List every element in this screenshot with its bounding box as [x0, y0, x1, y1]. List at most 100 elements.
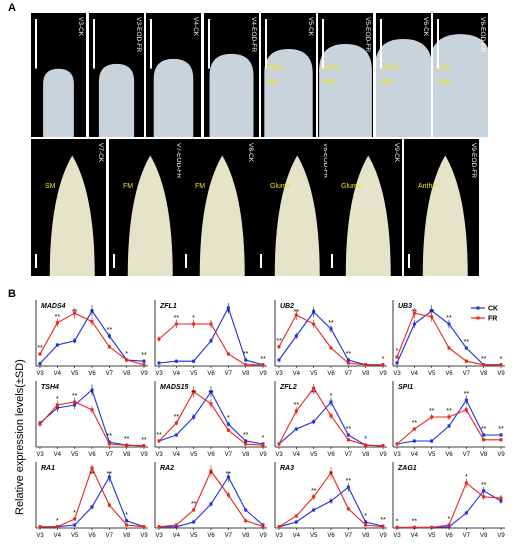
significance-mark: ** [311, 390, 317, 397]
significance-mark: * [91, 309, 94, 316]
data-point-ck [329, 400, 333, 404]
significance-mark: ** [498, 426, 504, 433]
data-point-fr [464, 481, 468, 485]
photo-panel-v7-eod-fr: V7-EOD-FR FM [109, 139, 184, 276]
data-point-fr [90, 408, 94, 412]
chart-title: RA2 [160, 465, 174, 472]
annotation-glume: Glume [341, 182, 362, 190]
data-point-ck [73, 339, 77, 343]
data-point-ck [329, 499, 333, 503]
chart-title: SPI1 [398, 384, 413, 391]
significance-mark: ** [412, 518, 418, 525]
chart-title: ZFL2 [279, 384, 297, 391]
organ-silhouette [345, 155, 391, 276]
scale-bar [437, 19, 439, 69]
chart-title: MADS4 [41, 303, 66, 310]
data-point-fr [364, 363, 368, 367]
scale-bar [260, 254, 262, 268]
data-point-fr [447, 523, 451, 527]
photo-panel-v9-ck: V9-CK Glume [327, 139, 402, 276]
scale-bar [265, 19, 267, 69]
data-point-ck [244, 508, 248, 512]
x-tick-label: V6 [207, 533, 215, 539]
data-point-fr [412, 311, 416, 315]
x-tick-label: V6 [88, 452, 96, 458]
data-point-fr [209, 402, 213, 406]
data-point-fr [38, 525, 42, 529]
scale-bar [208, 19, 210, 69]
significance-mark: * [192, 315, 195, 322]
data-point-fr [395, 355, 399, 359]
significance-mark: ** [481, 426, 487, 433]
significance-mark: ** [464, 339, 470, 346]
data-point-ck [209, 390, 213, 394]
photo-panel-v3-ck: V3-CK [31, 13, 86, 137]
significance-mark: * [364, 513, 367, 520]
chart-title: RA3 [280, 465, 294, 472]
data-point-fr [312, 386, 316, 390]
x-tick-label: V8 [480, 452, 488, 458]
data-point-ck [312, 310, 316, 314]
data-point-fr [381, 363, 385, 367]
data-point-fr [294, 409, 298, 413]
data-point-fr [312, 322, 316, 326]
chart-title: UB2 [280, 303, 294, 310]
x-tick-label: V4 [54, 371, 62, 377]
data-point-ck [277, 358, 281, 362]
scale-bar [322, 19, 324, 69]
organ-silhouette [199, 155, 245, 276]
data-point-ck [329, 327, 333, 331]
data-point-ck [90, 309, 94, 313]
x-tick-label: V4 [54, 533, 62, 539]
significance-mark: ** [464, 391, 470, 398]
chart-title: ZFL1 [159, 303, 177, 310]
x-tick-label: V8 [362, 533, 370, 539]
x-tick-label: V9 [497, 371, 505, 377]
x-tick-label: V8 [480, 371, 488, 377]
x-tick-label: V5 [71, 533, 79, 539]
data-point-ck [209, 502, 213, 506]
photo-panel-v9-eod-fr: V9-EOD-FR Anther [404, 139, 479, 276]
significance-mark: ** [346, 478, 352, 485]
data-point-fr [346, 361, 350, 365]
series-line-ck [278, 486, 384, 528]
x-tick-label: V9 [259, 533, 267, 539]
organ-silhouette [422, 155, 468, 276]
photo-panel-v5-ck: V5-CK SPM BM [261, 13, 316, 137]
significance-mark: * [382, 356, 385, 363]
x-tick-label: V4 [173, 533, 181, 539]
significance-mark: * [56, 518, 59, 525]
legend-label-fr: FR [488, 316, 497, 323]
significance-mark: ** [107, 327, 113, 334]
data-point-ck [38, 362, 42, 366]
meristem-image [35, 155, 95, 276]
data-point-fr [261, 524, 265, 528]
data-point-ck [244, 439, 248, 443]
x-tick-label: V6 [327, 371, 335, 377]
data-point-ck [346, 485, 350, 489]
data-point-ck [464, 398, 468, 402]
data-point-fr [244, 519, 248, 523]
significance-mark: ** [294, 402, 300, 409]
data-point-fr [125, 523, 129, 527]
x-tick-label: V9 [379, 371, 387, 377]
data-point-ck [107, 475, 111, 479]
data-point-ck [412, 322, 416, 326]
data-point-fr [174, 421, 178, 425]
data-point-fr [499, 363, 503, 367]
data-point-fr [395, 442, 399, 446]
data-point-fr [482, 363, 486, 367]
annotation-bm: BM [382, 79, 393, 87]
data-point-fr [499, 496, 503, 500]
x-tick-label: V6 [445, 452, 453, 458]
data-point-fr [277, 442, 281, 446]
x-tick-label: V4 [411, 371, 419, 377]
significance-mark: * [125, 351, 128, 358]
significance-mark: ** [481, 482, 487, 489]
data-point-fr [125, 443, 129, 447]
data-point-ck [482, 489, 486, 493]
data-point-fr [157, 439, 161, 443]
chart-title: TSH4 [41, 384, 59, 391]
meristem-image [408, 155, 468, 276]
data-point-ck [312, 508, 316, 512]
